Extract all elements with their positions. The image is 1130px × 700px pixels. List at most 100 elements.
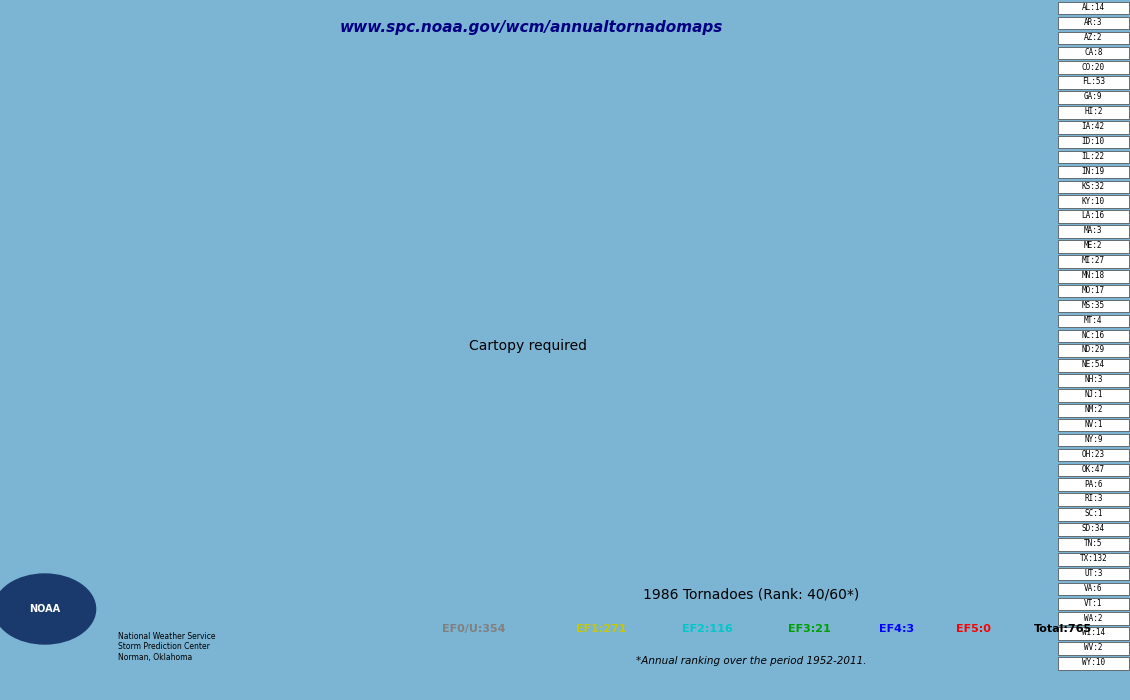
Text: CO:20: CO:20 bbox=[1081, 62, 1105, 71]
FancyBboxPatch shape bbox=[1058, 121, 1129, 134]
FancyBboxPatch shape bbox=[1058, 166, 1129, 179]
FancyBboxPatch shape bbox=[1058, 553, 1129, 566]
Text: WY:10: WY:10 bbox=[1081, 658, 1105, 667]
FancyBboxPatch shape bbox=[1058, 17, 1129, 29]
Text: NC:16: NC:16 bbox=[1081, 330, 1105, 340]
FancyBboxPatch shape bbox=[1058, 598, 1129, 610]
FancyBboxPatch shape bbox=[1058, 76, 1129, 89]
Text: FL:53: FL:53 bbox=[1081, 78, 1105, 86]
Text: *Annual ranking over the period 1952-2011.: *Annual ranking over the period 1952-201… bbox=[636, 656, 867, 666]
FancyBboxPatch shape bbox=[1058, 404, 1129, 416]
FancyBboxPatch shape bbox=[1058, 195, 1129, 208]
FancyBboxPatch shape bbox=[1058, 523, 1129, 536]
FancyBboxPatch shape bbox=[1058, 32, 1129, 44]
FancyBboxPatch shape bbox=[1058, 91, 1129, 104]
FancyBboxPatch shape bbox=[1058, 46, 1129, 59]
Text: TN:5: TN:5 bbox=[1084, 539, 1103, 548]
FancyBboxPatch shape bbox=[1058, 300, 1129, 312]
Text: PA:6: PA:6 bbox=[1084, 480, 1103, 489]
Text: OK:47: OK:47 bbox=[1081, 465, 1105, 474]
FancyBboxPatch shape bbox=[1058, 211, 1129, 223]
FancyBboxPatch shape bbox=[1058, 389, 1129, 402]
FancyBboxPatch shape bbox=[1058, 359, 1129, 372]
Text: MT:4: MT:4 bbox=[1084, 316, 1103, 325]
FancyBboxPatch shape bbox=[1058, 314, 1129, 327]
Text: SD:34: SD:34 bbox=[1081, 524, 1105, 533]
Text: www.spc.noaa.gov/wcm/annualtornadomaps: www.spc.noaa.gov/wcm/annualtornadomaps bbox=[339, 20, 723, 34]
Text: GA:9: GA:9 bbox=[1084, 92, 1103, 102]
FancyBboxPatch shape bbox=[1058, 285, 1129, 298]
FancyBboxPatch shape bbox=[1058, 240, 1129, 253]
Text: MN:18: MN:18 bbox=[1081, 271, 1105, 280]
Text: MS:35: MS:35 bbox=[1081, 301, 1105, 310]
Text: RI:3: RI:3 bbox=[1084, 494, 1103, 503]
Text: 1986 Tornadoes (Rank: 40/60*): 1986 Tornadoes (Rank: 40/60*) bbox=[643, 587, 860, 601]
Text: NOAA: NOAA bbox=[29, 604, 60, 614]
Text: NM:2: NM:2 bbox=[1084, 405, 1103, 414]
Text: IN:19: IN:19 bbox=[1081, 167, 1105, 176]
FancyBboxPatch shape bbox=[1058, 538, 1129, 551]
Text: UT:3: UT:3 bbox=[1084, 569, 1103, 578]
Text: KS:32: KS:32 bbox=[1081, 182, 1105, 190]
Circle shape bbox=[0, 574, 96, 644]
Text: EF5:0: EF5:0 bbox=[956, 624, 991, 634]
FancyBboxPatch shape bbox=[1058, 463, 1129, 476]
Text: NY:9: NY:9 bbox=[1084, 435, 1103, 444]
Text: MI:27: MI:27 bbox=[1081, 256, 1105, 265]
Text: EF3:21: EF3:21 bbox=[788, 624, 831, 634]
Text: IL:22: IL:22 bbox=[1081, 152, 1105, 161]
Text: WI:14: WI:14 bbox=[1081, 629, 1105, 638]
Text: SC:1: SC:1 bbox=[1084, 510, 1103, 518]
Text: WA:2: WA:2 bbox=[1084, 614, 1103, 622]
FancyBboxPatch shape bbox=[1058, 419, 1129, 431]
Text: VA:6: VA:6 bbox=[1084, 584, 1103, 593]
Text: AR:3: AR:3 bbox=[1084, 18, 1103, 27]
FancyBboxPatch shape bbox=[1058, 181, 1129, 193]
Text: ND:29: ND:29 bbox=[1081, 346, 1105, 354]
Text: IA:42: IA:42 bbox=[1081, 122, 1105, 131]
Text: MA:3: MA:3 bbox=[1084, 226, 1103, 235]
FancyBboxPatch shape bbox=[1058, 136, 1129, 148]
Text: KY:10: KY:10 bbox=[1081, 197, 1105, 206]
Text: EF0/U:354: EF0/U:354 bbox=[442, 624, 506, 634]
Text: EF2:116: EF2:116 bbox=[681, 624, 732, 634]
FancyBboxPatch shape bbox=[1058, 643, 1129, 655]
FancyBboxPatch shape bbox=[1058, 330, 1129, 342]
FancyBboxPatch shape bbox=[1058, 612, 1129, 625]
FancyBboxPatch shape bbox=[1058, 270, 1129, 283]
FancyBboxPatch shape bbox=[1058, 657, 1129, 670]
Text: Cartopy required: Cartopy required bbox=[469, 339, 588, 353]
Text: NV:1: NV:1 bbox=[1084, 420, 1103, 429]
Text: National Weather Service
Storm Prediction Center
Norman, Oklahoma: National Weather Service Storm Predictio… bbox=[118, 632, 216, 662]
FancyBboxPatch shape bbox=[1058, 494, 1129, 506]
Text: AZ:2: AZ:2 bbox=[1084, 33, 1103, 42]
FancyBboxPatch shape bbox=[1058, 508, 1129, 521]
FancyBboxPatch shape bbox=[1058, 225, 1129, 238]
FancyBboxPatch shape bbox=[1058, 374, 1129, 387]
Text: WV:2: WV:2 bbox=[1084, 643, 1103, 652]
FancyBboxPatch shape bbox=[1058, 568, 1129, 580]
FancyBboxPatch shape bbox=[1058, 478, 1129, 491]
Text: ME:2: ME:2 bbox=[1084, 241, 1103, 250]
FancyBboxPatch shape bbox=[1058, 150, 1129, 163]
Text: EF4:3: EF4:3 bbox=[879, 624, 914, 634]
Text: Total:765: Total:765 bbox=[1034, 624, 1092, 634]
FancyBboxPatch shape bbox=[1058, 106, 1129, 119]
Text: TX:132: TX:132 bbox=[1079, 554, 1107, 563]
FancyBboxPatch shape bbox=[1058, 62, 1129, 74]
FancyBboxPatch shape bbox=[1058, 255, 1129, 267]
FancyBboxPatch shape bbox=[1058, 449, 1129, 461]
Text: LA:16: LA:16 bbox=[1081, 211, 1105, 220]
FancyBboxPatch shape bbox=[1058, 344, 1129, 357]
Text: NE:54: NE:54 bbox=[1081, 360, 1105, 370]
FancyBboxPatch shape bbox=[1058, 582, 1129, 595]
Text: EF1:271: EF1:271 bbox=[576, 624, 627, 634]
Text: MO:17: MO:17 bbox=[1081, 286, 1105, 295]
FancyBboxPatch shape bbox=[1058, 627, 1129, 640]
Text: NJ:1: NJ:1 bbox=[1084, 390, 1103, 399]
Text: ID:10: ID:10 bbox=[1081, 137, 1105, 146]
Text: CA:8: CA:8 bbox=[1084, 48, 1103, 57]
Text: NH:3: NH:3 bbox=[1084, 375, 1103, 384]
Text: OH:23: OH:23 bbox=[1081, 450, 1105, 459]
Text: HI:2: HI:2 bbox=[1084, 107, 1103, 116]
